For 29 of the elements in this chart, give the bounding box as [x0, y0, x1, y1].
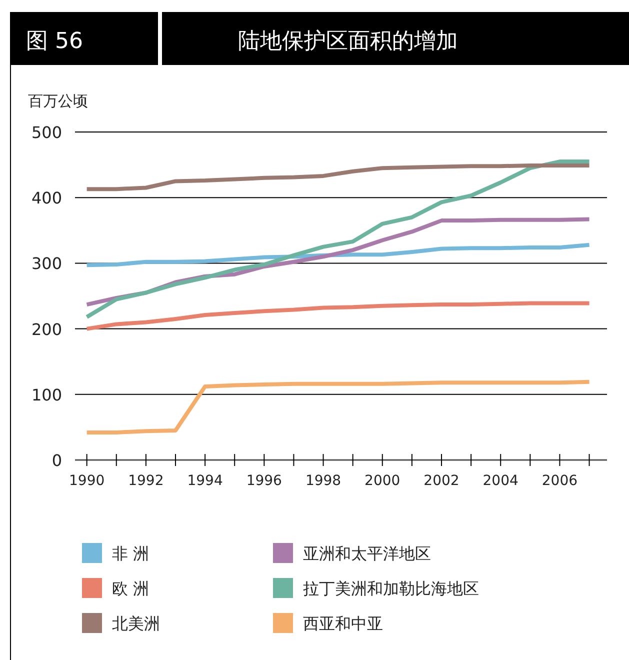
x-tick-label: 1996: [246, 473, 282, 489]
caption: 图 56: [26, 29, 83, 54]
x-tick-label: 2004: [482, 473, 518, 489]
x-tick-label: 2002: [424, 473, 460, 489]
x-tick-label: 1994: [187, 473, 223, 489]
y-tick-label: 300: [31, 254, 62, 274]
legend-label: 欧 洲: [112, 579, 150, 598]
legend-label: 非 洲: [112, 544, 150, 563]
y-tick-label: 500: [31, 123, 62, 142]
x-tick-label: 1990: [69, 473, 105, 489]
x-tick-label: 2006: [542, 473, 578, 489]
x-tick-label: 1992: [128, 473, 164, 489]
y-axis-title: 百万公顷: [28, 92, 88, 110]
line-series: [84, 160, 592, 319]
x-tick-label: 2000: [364, 473, 400, 489]
line-series: [84, 242, 592, 268]
line-series: [84, 380, 592, 434]
line-series: [84, 163, 592, 192]
y-tick-label: 0: [52, 451, 62, 470]
chart-title: 陆地保护区面积的增加: [238, 29, 458, 54]
x-tick-label: 1998: [305, 473, 342, 489]
y-tick-label: 400: [31, 188, 62, 208]
y-tick-label: 100: [31, 385, 62, 404]
legend-label: 西亚和中亚: [303, 614, 383, 633]
legend-label: 北美洲: [112, 614, 160, 633]
legend-label: 亚洲和太平洋地区: [303, 544, 431, 563]
y-tick-label: 200: [31, 320, 62, 339]
line-series: [84, 301, 592, 331]
legend-label: 拉丁美洲和加勒比海地区: [303, 579, 479, 598]
